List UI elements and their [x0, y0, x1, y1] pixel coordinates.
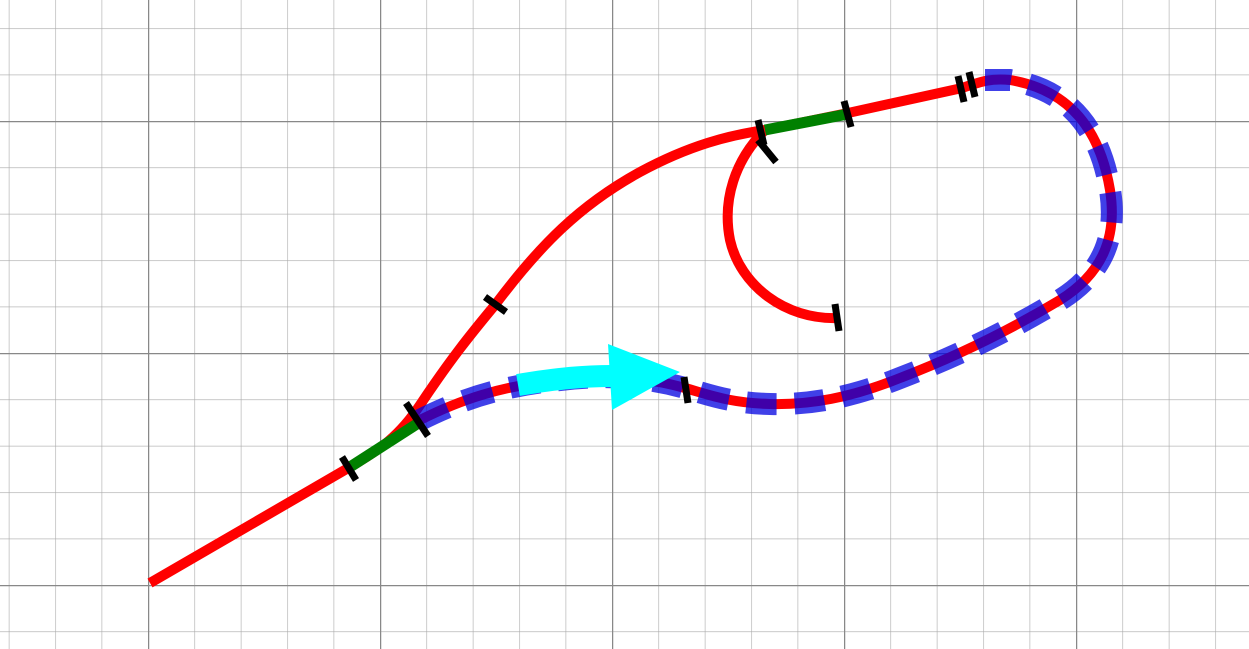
- direction-arrow-head: [608, 344, 680, 410]
- joint: [680, 376, 692, 404]
- joint: [403, 401, 431, 438]
- direction-arrow-shaft: [516, 365, 613, 396]
- green-segment: [763, 108, 850, 136]
- joint: [339, 455, 359, 482]
- green-segment: [347, 417, 423, 472]
- joint: [755, 137, 779, 165]
- joint: [482, 294, 509, 315]
- joint: [954, 75, 968, 103]
- joint: [965, 71, 979, 98]
- joint: [840, 100, 855, 128]
- red-inner-loop: [722, 126, 839, 324]
- joint: [831, 303, 843, 332]
